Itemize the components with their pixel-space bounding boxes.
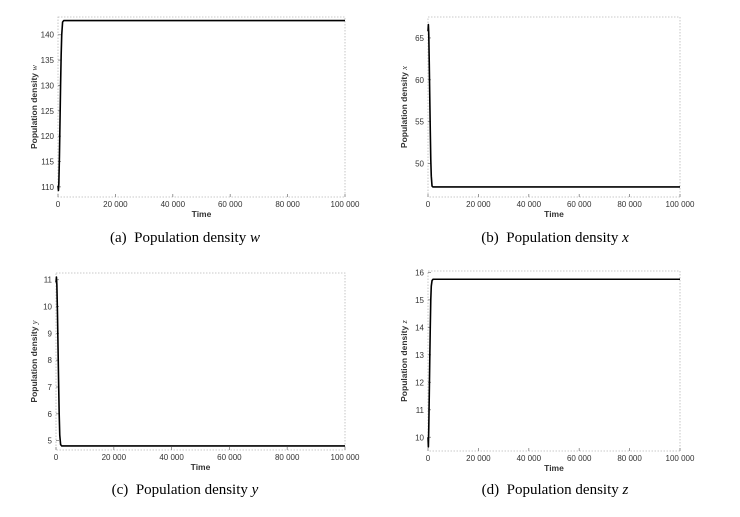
x-tick-label: 60 000 — [567, 200, 592, 209]
chart-panel-w: 0 20 000 40 000 60 000 80 000 100 000 110 115 12… — [0, 0, 370, 258]
x-tick-label: 0 — [426, 200, 431, 209]
x-tick-label: 0 — [56, 200, 61, 209]
y-axis-label: Population density z — [399, 319, 409, 401]
y-tick-label: 120 — [41, 132, 55, 141]
y-tick-label: 65 — [415, 34, 424, 43]
y-tick-label: 16 — [415, 268, 424, 277]
x-tick-label: 60 000 — [567, 454, 592, 463]
y-axis-symbol: y — [29, 320, 39, 325]
y-tick-label: 6 — [48, 410, 53, 419]
y-tick-label: 125 — [41, 107, 55, 116]
y-tick-label: 10 — [43, 303, 52, 312]
plot-frame — [55, 272, 346, 451]
x-tick-label: 20 000 — [466, 454, 491, 463]
plot-frame — [57, 16, 346, 198]
y-axis-label: Population density w — [29, 65, 39, 149]
caption-x: (b) Population density x — [370, 230, 740, 247]
x-tick-label: 60 000 — [217, 453, 242, 462]
x-tick-label: 0 — [54, 453, 59, 462]
x-tick-label: 100 000 — [331, 200, 360, 209]
x-tick-label: 0 — [426, 454, 431, 463]
x-tick-label: 100 000 — [331, 453, 360, 462]
chart-panel-z: 0 20 000 40 000 60 000 80 000 100 000 10 11 12 13… — [370, 258, 740, 517]
y-tick-label: 5 — [48, 437, 53, 446]
caption-tag: (a) — [109, 230, 127, 246]
caption-text: Population density — [506, 230, 619, 246]
caption-text: Population density — [506, 482, 619, 498]
series-line — [427, 23, 680, 188]
y-tick-label: 110 — [41, 183, 54, 192]
x-tick-label: 20 000 — [102, 453, 127, 462]
y-tick-label: 55 — [415, 118, 424, 127]
chart-panel-y: 0 20 000 40 000 60 000 80 000 100 000 5 6 7 8 9 10 1… — [0, 258, 370, 517]
y-tick-label: 12 — [415, 378, 424, 387]
y-tick-label: 115 — [41, 158, 54, 167]
caption-text: Population density — [134, 230, 247, 246]
caption-symbol: x — [622, 230, 629, 246]
y-tick-label: 15 — [415, 296, 424, 305]
x-tick-label: 80 000 — [617, 200, 642, 209]
x-axis-label: Time — [192, 209, 212, 219]
y-tick-label: 130 — [41, 81, 55, 90]
caption-symbol: y — [251, 482, 259, 498]
y-axis-symbol: x — [399, 66, 409, 71]
plot-frame — [427, 16, 681, 198]
y-tick-label: 50 — [415, 160, 424, 169]
chart-panel-x: 0 20 000 40 000 60 000 80 000 100 000 50 55 60 65… — [370, 0, 740, 258]
chart-z: 0 20 000 40 000 60 000 80 000 100 000 10 11 12 13… — [399, 268, 695, 473]
x-axis-label: Time — [544, 463, 564, 473]
y-tick-label: 140 — [41, 31, 55, 40]
caption-w: (a) Population density w — [0, 230, 370, 247]
x-tick-label: 20 000 — [103, 200, 128, 209]
x-tick-label: 80 000 — [617, 454, 642, 463]
y-axis-symbol: z — [399, 319, 409, 324]
caption-tag: (b) — [481, 230, 499, 246]
y-tick-label: 10 — [415, 433, 424, 442]
y-tick-label: 9 — [48, 329, 53, 338]
x-tick-label: 100 000 — [666, 454, 695, 463]
y-axis-label: Population density x — [399, 66, 409, 148]
series-line — [57, 19, 345, 192]
y-tick-label: 13 — [415, 351, 424, 360]
x-tick-label: 80 000 — [275, 453, 300, 462]
caption-tag: (c) — [111, 482, 129, 498]
y-tick-label: 60 — [415, 76, 424, 85]
x-tick-label: 100 000 — [666, 200, 695, 209]
chart-w: 0 20 000 40 000 60 000 80 000 100 000 110 115 12… — [29, 16, 360, 219]
y-tick-label: 8 — [48, 356, 53, 365]
y-axis-symbol: w — [29, 65, 39, 71]
x-axis-label: Time — [544, 209, 564, 219]
x-tick-label: 40 000 — [159, 453, 184, 462]
caption-z: (d) Population density z — [370, 482, 740, 499]
x-tick-label: 40 000 — [161, 200, 186, 209]
y-tick-label: 7 — [48, 383, 53, 392]
caption-text: Population density — [135, 482, 248, 498]
y-axis-label: Population density y — [29, 320, 39, 402]
x-tick-label: 80 000 — [275, 200, 300, 209]
plot-frame — [427, 270, 681, 452]
caption-tag: (d) — [481, 482, 500, 498]
series-line — [427, 278, 680, 448]
caption-y: (c) Population density y — [0, 482, 370, 499]
y-tick-label: 135 — [41, 56, 55, 65]
x-tick-label: 40 000 — [517, 454, 542, 463]
x-tick-label: 60 000 — [218, 200, 243, 209]
y-tick-label: 11 — [416, 406, 425, 415]
series-line — [55, 276, 345, 447]
caption-symbol: z — [622, 482, 629, 498]
caption-symbol: w — [249, 230, 260, 246]
x-axis-label: Time — [191, 462, 211, 472]
y-tick-label: 11 — [44, 276, 53, 285]
chart-y: 0 20 000 40 000 60 000 80 000 100 000 5 6 7 8 9 10 1… — [29, 272, 360, 472]
y-tick-label: 14 — [415, 323, 424, 332]
x-tick-label: 20 000 — [466, 200, 491, 209]
chart-x: 0 20 000 40 000 60 000 80 000 100 000 50 55 60 65… — [399, 16, 695, 219]
x-tick-label: 40 000 — [517, 200, 542, 209]
